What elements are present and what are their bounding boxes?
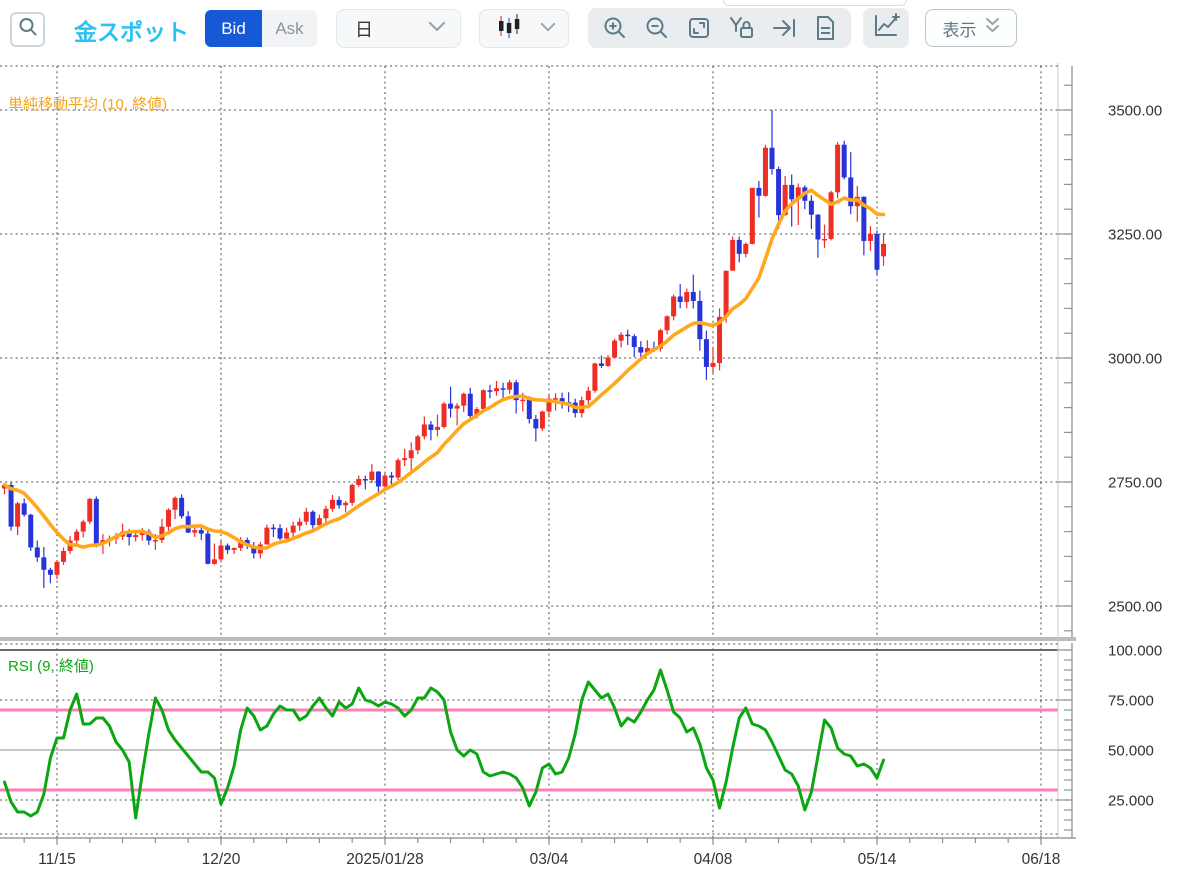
date-label: 11/15: [38, 851, 76, 868]
rsi-tick-label: 50.000: [1108, 743, 1154, 760]
clipped-popup-edge: [723, 0, 907, 6]
y-axis-lock-icon[interactable]: [727, 15, 755, 41]
price-tick-label: 2500.00: [1108, 599, 1162, 616]
zoom-in-icon[interactable]: [602, 15, 628, 41]
chart-tools-group: [588, 8, 851, 48]
chevron-down-icon: [540, 20, 556, 38]
toolbar: 金スポット Bid Ask 日: [0, 0, 1182, 58]
date-label: 2025/01/28: [346, 851, 424, 868]
timeframe-select[interactable]: 日: [336, 9, 461, 48]
price-tick-label: 3250.00: [1108, 227, 1162, 244]
bid-ask-toggle: Bid Ask: [205, 10, 317, 47]
timeframe-value: 日: [355, 19, 373, 40]
rsi-tick-label: 75.000: [1108, 693, 1154, 710]
rsi-tick-label: 25.000: [1108, 793, 1154, 810]
zoom-out-icon[interactable]: [644, 15, 670, 41]
chevron-down-icon: [428, 20, 446, 38]
date-label: 06/18: [1022, 851, 1061, 868]
date-label: 03/04: [530, 851, 569, 868]
instrument-title: 金スポット: [74, 18, 189, 45]
date-label: 04/08: [694, 851, 733, 868]
ask-button[interactable]: Ask: [262, 10, 317, 47]
candlestick-series: [2, 110, 887, 589]
chart-type-select[interactable]: [479, 9, 569, 48]
display-options-label: 表示: [942, 20, 977, 40]
rsi-legend: RSI (9, 終値): [8, 658, 94, 675]
display-options-button[interactable]: 表示: [925, 9, 1017, 47]
price-tick-label: 3000.00: [1108, 351, 1162, 368]
sma-legend: 単純移動平均 (10, 終値): [8, 96, 168, 113]
add-indicator-icon: [872, 12, 900, 44]
fit-screen-icon[interactable]: [686, 15, 712, 41]
go-to-latest-icon[interactable]: [771, 15, 797, 41]
double-chevron-down-icon: [985, 17, 1000, 39]
candlestick-type-icon: [496, 13, 522, 44]
rsi-tick-label: 100.000: [1108, 643, 1162, 660]
date-label: 05/14: [858, 851, 897, 868]
symbol-search-button[interactable]: [10, 12, 45, 47]
add-indicator-button[interactable]: [863, 8, 909, 48]
price-tick-label: 3500.00: [1108, 103, 1162, 120]
bid-button[interactable]: Bid: [205, 10, 262, 47]
sma-line: [2, 188, 886, 551]
document-icon[interactable]: [813, 15, 837, 41]
price-tick-label: 2750.00: [1108, 475, 1162, 492]
panel-divider[interactable]: [0, 637, 1076, 641]
search-icon: [17, 16, 39, 43]
date-label: 12/20: [202, 851, 241, 868]
rsi-line: [3, 668, 886, 820]
